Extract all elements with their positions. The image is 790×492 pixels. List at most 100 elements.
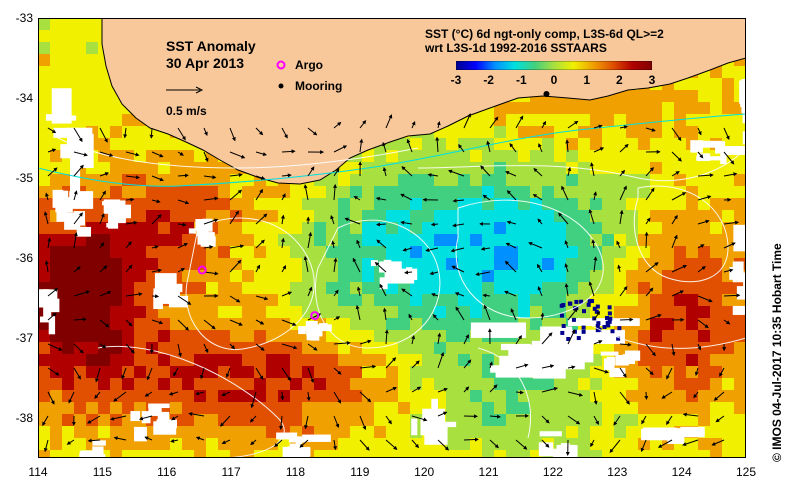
current-vectors [42, 113, 741, 456]
sst-map [38, 18, 746, 458]
current-vector [385, 415, 392, 425]
current-vector [99, 319, 110, 328]
current-vector [613, 415, 621, 426]
current-vector [694, 367, 699, 376]
current-vector [73, 317, 87, 322]
current-vector [455, 306, 465, 321]
current-vector [537, 286, 543, 297]
current-vector [504, 260, 517, 273]
current-vector [177, 268, 185, 273]
current-vector [99, 172, 110, 177]
current-vector [506, 190, 517, 201]
current-vector [619, 209, 624, 225]
current-vector [385, 386, 398, 393]
current-vector [73, 164, 84, 177]
current-vector [719, 367, 725, 377]
current-vector [448, 169, 465, 177]
current-vector [382, 141, 387, 153]
current-vector [644, 231, 649, 249]
current-vector [99, 265, 108, 273]
current-vector [450, 247, 465, 253]
current-vector [110, 415, 127, 421]
current-vector [303, 255, 309, 273]
current-vector [645, 217, 651, 225]
land-mass [101, 18, 746, 185]
current-vector [406, 138, 413, 153]
current-vector [95, 367, 101, 383]
current-vector [411, 360, 420, 369]
current-vector [177, 173, 189, 178]
map-date: 30 Apr 2013 [166, 55, 245, 71]
current-vector [171, 415, 179, 421]
current-vector [374, 261, 387, 273]
current-vector [249, 415, 257, 423]
current-vector [199, 367, 205, 380]
current-vector [541, 120, 546, 129]
current-vector [515, 439, 528, 450]
current-vector [281, 291, 293, 297]
missing-data-patches [38, 78, 746, 458]
current-vector [671, 214, 678, 225]
current-vector [411, 439, 420, 449]
current-vector [436, 121, 441, 129]
current-vector [333, 367, 342, 375]
current-vector [593, 256, 598, 273]
colorbar-tick-label: 2 [615, 73, 623, 87]
current-vector [567, 308, 578, 321]
current-vector [47, 287, 59, 297]
current-vector [723, 127, 730, 141]
current-vector [73, 127, 83, 143]
mooring-marker [543, 91, 550, 97]
current-vector [229, 127, 236, 142]
current-vector [352, 257, 361, 273]
current-vector [619, 125, 628, 130]
current-vector [225, 367, 231, 378]
current-vector [723, 319, 731, 325]
current-vector [47, 237, 52, 249]
longitude-tick-label: 116 [157, 465, 177, 479]
current-vector [203, 245, 214, 250]
current-vector [515, 390, 524, 395]
current-vector [384, 329, 389, 345]
current-vector [229, 151, 246, 159]
current-vector [73, 367, 81, 380]
current-vector [177, 295, 192, 305]
current-vector [281, 193, 286, 201]
current-vector [723, 220, 740, 225]
current-vector [693, 391, 699, 399]
current-vector [723, 172, 738, 177]
current-vector [408, 313, 413, 321]
current-vector [541, 415, 550, 424]
current-vector [671, 290, 685, 297]
current-vector [515, 115, 524, 129]
colorbar [456, 61, 652, 70]
current-vector [640, 439, 647, 453]
current-vector [255, 367, 264, 380]
current-vector [645, 187, 655, 201]
current-vector [452, 223, 465, 228]
current-vector [482, 194, 491, 201]
current-vector [463, 437, 479, 442]
current-vector [385, 357, 397, 369]
colorbar-tick-label: -2 [483, 73, 494, 87]
current-vector [382, 166, 387, 177]
current-vector [671, 151, 682, 162]
current-vector [274, 439, 283, 448]
current-vector [331, 240, 336, 249]
current-vector [279, 415, 283, 430]
current-vector [644, 391, 649, 400]
current-vector [355, 304, 361, 321]
current-vector [255, 343, 265, 351]
current-vector [619, 285, 628, 297]
current-vector [567, 166, 572, 177]
current-vector [463, 334, 469, 345]
current-vector [332, 183, 337, 201]
longitude-tick-label: 115 [92, 465, 112, 479]
current-vector [333, 145, 348, 153]
current-vector [588, 208, 595, 225]
current-vector [47, 167, 58, 177]
current-vector [427, 172, 439, 177]
current-vector [146, 367, 153, 381]
current-vector [229, 343, 236, 350]
current-vector [281, 367, 291, 382]
